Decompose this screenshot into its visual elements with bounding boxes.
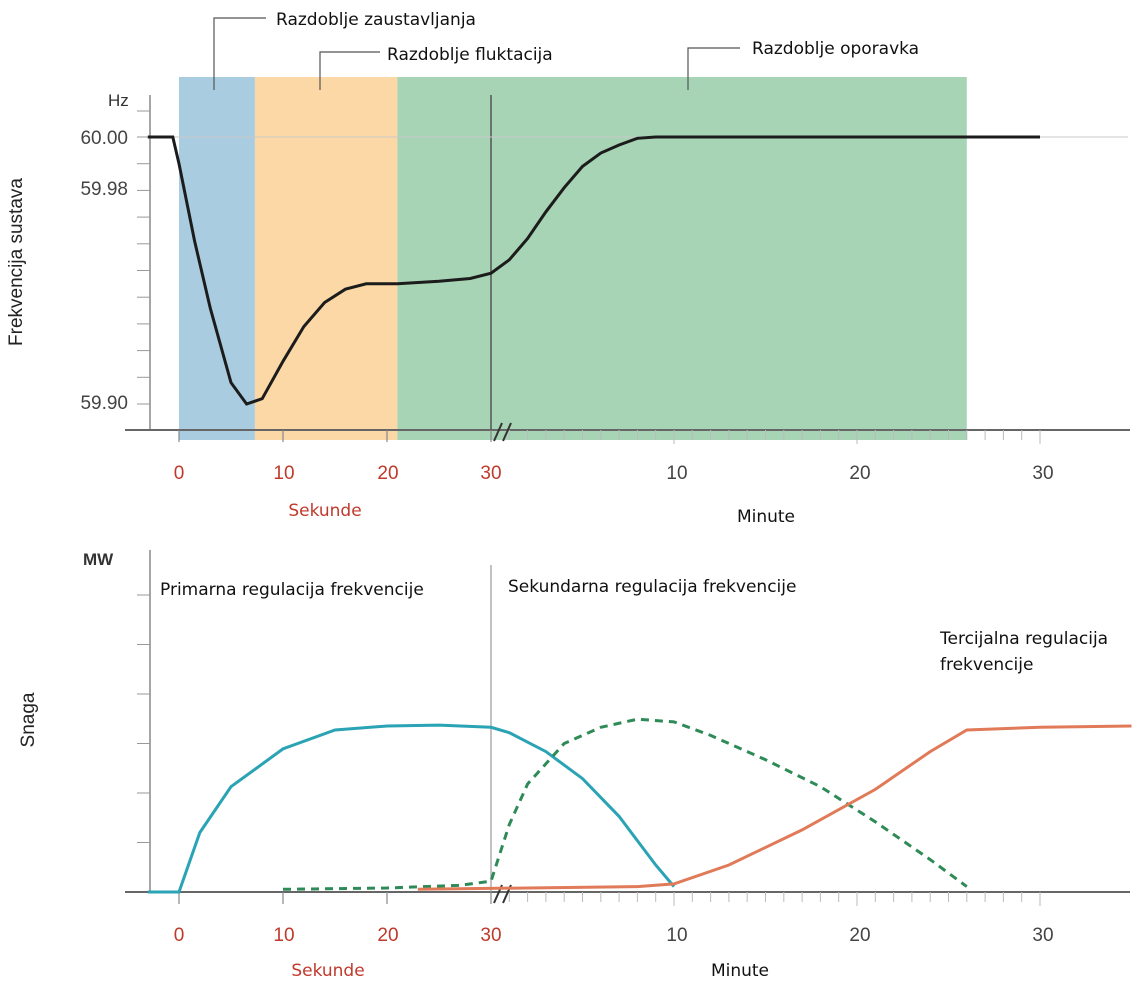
y-tick-label: 59.90	[80, 393, 128, 414]
x-tick-label: 0	[174, 463, 185, 484]
top-x-ticks	[178, 430, 1041, 444]
annotation-secondary-regulation: Sekundarna regulacija frekvencije	[508, 577, 796, 597]
top-y-unit: Hz	[108, 91, 129, 110]
x-tick-label: 20	[377, 463, 398, 484]
annotation-tertiary-regulation-line1: Tercijalna regulacija	[939, 629, 1108, 649]
annotation-tertiary-regulation-line2: frekvencije	[940, 655, 1033, 675]
top-y-ticks	[137, 110, 150, 405]
x-unit-seconds: Sekunde	[288, 501, 361, 521]
bottom-y-unit: MW	[83, 550, 114, 569]
period-callouts	[213, 17, 740, 90]
bottom-y-ticks	[137, 594, 150, 843]
x-tick-label: 0	[174, 925, 185, 946]
period-band-stop	[179, 77, 255, 440]
x-unit-seconds: Sekunde	[291, 961, 364, 981]
x-tick-label: 30	[480, 463, 501, 484]
x-unit-minutes: Minute	[737, 507, 795, 527]
top-y-axis-label: Frekvencija sustava	[6, 178, 27, 346]
x-unit-minutes: Minute	[711, 961, 769, 981]
x-tick-label: 20	[849, 925, 870, 946]
x-tick-label: 20	[377, 925, 398, 946]
axis-break-marks	[493, 422, 512, 442]
y-tick-label: 59.98	[80, 179, 128, 200]
x-tick-label: 30	[1032, 925, 1053, 946]
period-band-recovery	[397, 77, 967, 440]
period-bands	[179, 77, 967, 440]
period-label-recovery: Razdoblje oporavka	[752, 39, 919, 59]
x-tick-label: 10	[273, 463, 294, 484]
bottom-y-axis-label: Snaga	[18, 692, 39, 747]
period-label-fluctuation: Razdoblje fluktacija	[387, 45, 553, 65]
x-tick-label: 20	[849, 463, 870, 484]
y-tick-label: 60.00	[80, 128, 128, 149]
frequency-series-line	[147, 135, 1040, 406]
x-tick-label: 10	[273, 925, 294, 946]
tertiary-regulation-line	[417, 724, 1132, 891]
period-band-fluctuation	[254, 77, 398, 440]
secondary-regulation-line	[282, 717, 968, 891]
x-tick-label: 30	[480, 925, 501, 946]
primary-regulation-line	[147, 723, 676, 894]
x-tick-label: 30	[1032, 463, 1053, 484]
period-label-stop: Razdoblje zaustavljanja	[276, 10, 476, 30]
annotation-primary-regulation: Primarna regulacija frekvencije	[160, 580, 424, 600]
x-tick-label: 10	[666, 925, 687, 946]
bottom-x-ticks	[178, 892, 1041, 906]
x-tick-label: 10	[666, 463, 687, 484]
